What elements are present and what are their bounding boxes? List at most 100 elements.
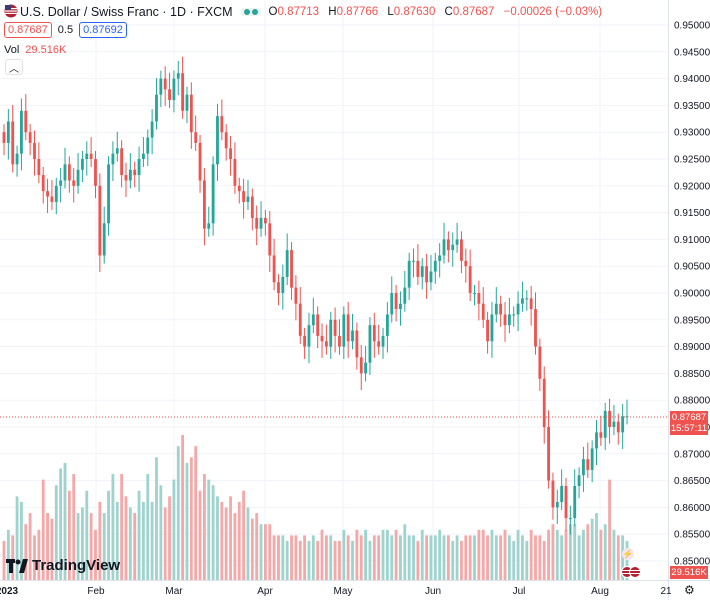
candle (555, 489, 559, 525)
candle-body (534, 309, 537, 347)
volume-bar (616, 535, 620, 580)
volume-bar (460, 540, 463, 580)
volume-bar (359, 535, 363, 580)
candle (412, 248, 415, 278)
candle-body (460, 239, 463, 261)
candle-body (37, 159, 41, 176)
volume-bar (342, 529, 346, 580)
volume-label: Vol (4, 44, 20, 56)
buy-price-button[interactable]: 0.87692 (79, 22, 127, 38)
candle (368, 317, 372, 376)
volume-bar (303, 535, 307, 580)
candle (290, 242, 293, 300)
price-tick-label: 0.94500 (674, 47, 710, 58)
candle-body (516, 303, 520, 315)
candle (46, 178, 49, 214)
candle (246, 179, 250, 210)
volume-bar (89, 513, 93, 580)
volume-bar (163, 507, 167, 580)
volume-bar (229, 496, 232, 580)
candle (512, 306, 516, 327)
candle (560, 469, 564, 511)
volume-bar (46, 513, 49, 580)
volume-bar (24, 524, 28, 580)
price-tick-label: 0.87000 (674, 449, 710, 460)
candle (608, 398, 611, 444)
volume-bar (534, 535, 537, 580)
volume-bar (15, 496, 19, 580)
events-icons[interactable] (621, 565, 647, 578)
volume-bar (102, 513, 106, 580)
volume-bar (81, 507, 84, 580)
lightning-icon[interactable]: ⚡ (622, 548, 634, 560)
candle-body (54, 185, 58, 202)
candle (385, 302, 389, 353)
volume-bar (37, 529, 41, 580)
candle (259, 201, 263, 237)
candle-body (329, 319, 333, 347)
volume-bar (446, 535, 450, 580)
candle-body (612, 421, 616, 427)
candle-body (259, 217, 263, 229)
candle (599, 415, 603, 446)
volume-bar (128, 507, 132, 580)
price-tick-label: 0.90000 (674, 289, 710, 300)
last-price-value: 0.87687 (671, 412, 707, 423)
candle-body (155, 94, 158, 122)
candle-body (246, 196, 250, 202)
candle-body (15, 153, 19, 165)
volume-bar (246, 507, 250, 580)
candle (24, 94, 28, 141)
candle-body (263, 217, 267, 224)
time-tick-label: 2023 (0, 586, 19, 597)
candle (198, 134, 202, 193)
candle (111, 141, 115, 181)
candle (285, 233, 289, 285)
time-tick-label: Jul (513, 586, 526, 597)
volume-bar (603, 524, 607, 580)
candle (577, 467, 581, 499)
low-label: L (387, 6, 394, 18)
candle (28, 124, 32, 156)
candle-body (303, 335, 307, 347)
volume-bar (207, 479, 211, 580)
collapse-legend-button[interactable]: ︿ (5, 59, 23, 75)
sell-price-button[interactable]: 0.87687 (4, 22, 52, 38)
volume-bar (486, 535, 490, 580)
candle (534, 292, 537, 355)
volume-bar (255, 513, 259, 580)
volume-bar (202, 474, 206, 580)
candle-body (403, 287, 407, 304)
candle-body (551, 480, 555, 508)
candle-body (220, 116, 224, 133)
candle-body (525, 298, 529, 300)
candle (333, 307, 337, 353)
volume-bar (595, 513, 598, 580)
volume-bar (416, 540, 420, 580)
volume-bar (150, 501, 154, 580)
candle-body (425, 266, 429, 283)
price-axis[interactable]: 0.95000 0.94500 0.94000 0.93500 0.93000 0.925… (674, 21, 710, 568)
candle (94, 150, 97, 199)
volume-bar (494, 535, 498, 580)
settings-gear-icon[interactable]: ⚙ (684, 583, 695, 597)
open-value: 0.87713 (277, 6, 320, 18)
candle-body (202, 180, 206, 229)
price-tick-label: 0.95000 (674, 21, 710, 32)
time-axis[interactable]: 2023 Feb Mar Apr May Jun Jul Aug 21 (0, 586, 672, 597)
time-tick-label: Apr (257, 586, 273, 597)
volume-bar (586, 524, 590, 580)
candle (477, 280, 481, 321)
volume-bar (63, 462, 67, 580)
candle-body (28, 132, 32, 143)
volume-bar (547, 529, 550, 580)
candle (250, 188, 254, 231)
symbol-title[interactable]: U.S. Dollar / Swiss Franc · 1D · FXCM (20, 5, 233, 19)
volume-bar (503, 529, 507, 580)
market-status-icon[interactable] (240, 8, 261, 16)
tradingview-logo[interactable]: TradingView (6, 557, 120, 574)
candle-body (568, 518, 572, 520)
price-tick-label: 0.91000 (674, 235, 710, 246)
time-tick-label: May (334, 586, 353, 597)
